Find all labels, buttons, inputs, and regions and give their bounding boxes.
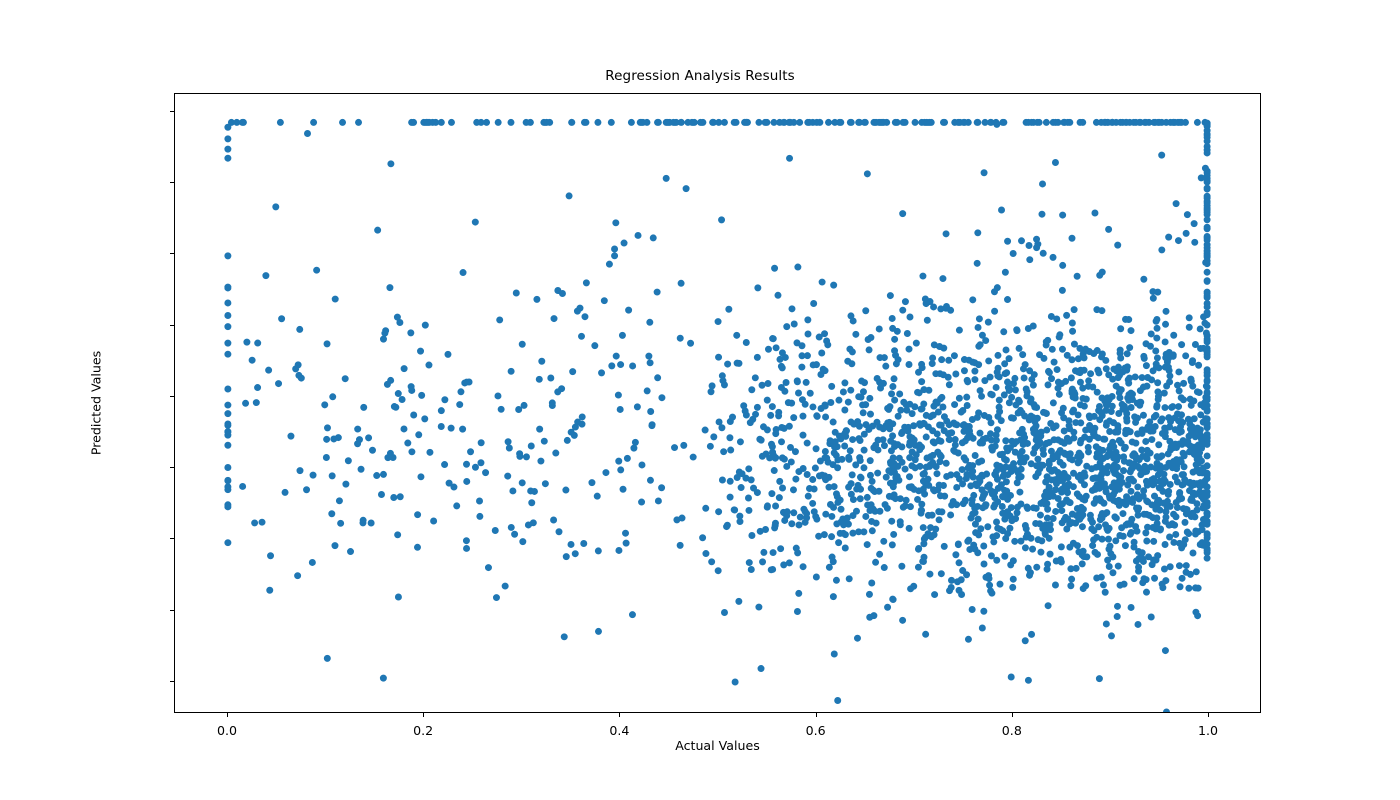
x-tick-mark [1011,713,1013,718]
x-tick-mark [423,713,425,718]
x-tick-label: 0.8 [1001,723,1022,738]
x-axis-label: Actual Values [675,738,760,753]
x-tick-mark [1208,713,1210,718]
y-tick-mark [169,395,174,397]
scatter-series-predictions [224,118,1211,712]
x-tick-label: 1.0 [1198,723,1219,738]
x-tick-label: 0.0 [216,723,237,738]
y-tick-mark [169,110,174,112]
plot-area [174,93,1261,713]
x-tick-mark [815,713,817,718]
x-tick-label: 0.2 [413,723,434,738]
page-title: Regression Analysis Results [605,68,795,84]
y-tick-mark [169,538,174,540]
x-axis: 0.0 0.2 0.4 0.6 0.8 1.0 [174,713,1261,753]
y-tick-mark [169,324,174,326]
scatter-points-layer [224,118,1211,712]
x-tick-label: 0.6 [805,723,826,738]
y-tick-mark [169,609,174,611]
y-tick-mark [169,680,174,683]
x-tick-mark [226,713,229,718]
y-tick-mark [169,467,174,469]
y-axis-label: Predicted Values [88,350,104,456]
y-tick-mark [169,253,174,255]
x-tick-mark [619,713,621,718]
x-tick-label: 0.4 [609,723,630,738]
y-tick-mark [169,182,174,184]
y-axis: 0.650.660.670.680.690.700.710.720.73 [0,93,174,713]
